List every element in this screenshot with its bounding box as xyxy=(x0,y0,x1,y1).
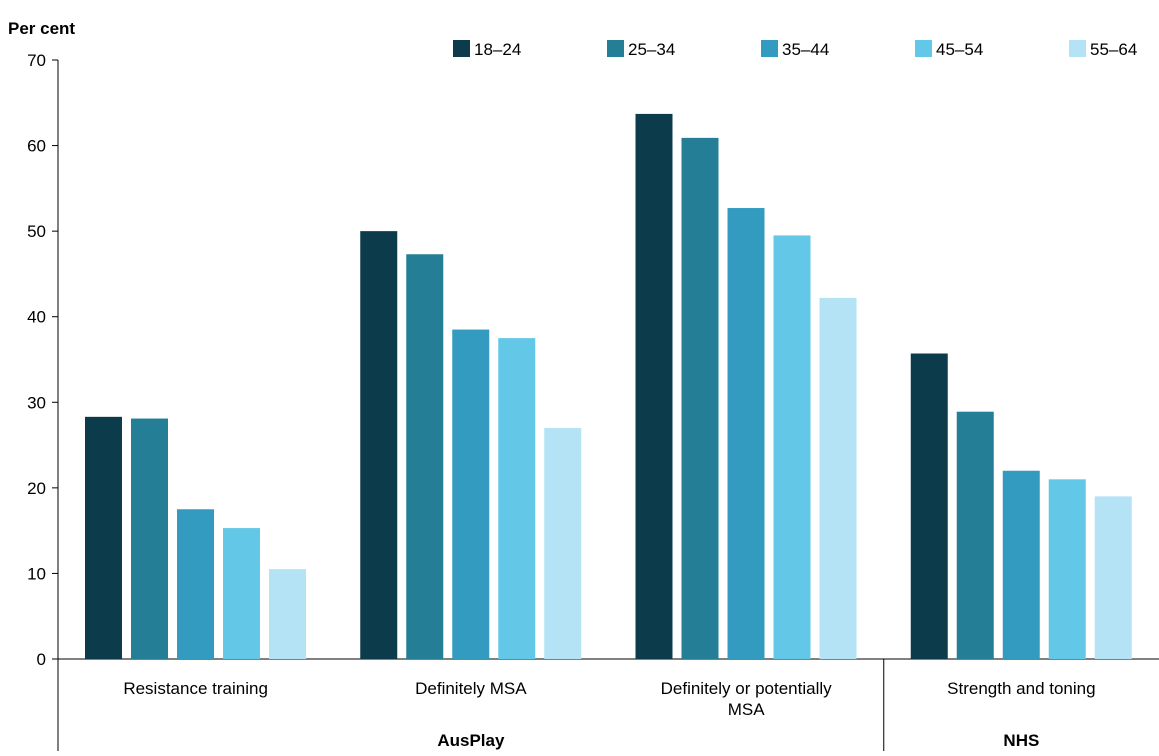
bar xyxy=(223,528,260,659)
y-tick-label: 20 xyxy=(27,479,46,498)
y-tick-label: 30 xyxy=(27,393,46,412)
category-label: Resistance training xyxy=(123,679,268,698)
bar xyxy=(1002,470,1040,659)
legend-label: 55–64 xyxy=(1090,40,1137,59)
bar xyxy=(727,208,765,659)
y-tick-label: 40 xyxy=(27,308,46,327)
bar xyxy=(681,137,719,659)
category-label: Definitely or potentially xyxy=(661,679,833,698)
category-label: Strength and toning xyxy=(947,679,1095,698)
y-tick-label: 50 xyxy=(27,222,46,241)
y-tick-label: 70 xyxy=(27,51,46,70)
legend-swatch xyxy=(607,40,624,57)
bar xyxy=(360,231,398,659)
legend-label: 35–44 xyxy=(782,40,829,59)
legend-swatch xyxy=(453,40,470,57)
bar xyxy=(956,411,994,659)
bar xyxy=(819,297,857,659)
y-tick-label: 10 xyxy=(27,564,46,583)
bar xyxy=(1094,496,1132,659)
y-tick-label: 0 xyxy=(37,650,46,669)
bar xyxy=(498,338,536,659)
bar xyxy=(544,427,582,659)
category-label: MSA xyxy=(728,700,766,719)
bar xyxy=(773,235,811,659)
bar xyxy=(635,113,673,659)
bar xyxy=(131,418,168,659)
bar xyxy=(177,509,214,659)
legend-label: 45–54 xyxy=(936,40,983,59)
legend-label: 18–24 xyxy=(474,40,521,59)
legend-label: 25–34 xyxy=(628,40,675,59)
legend-swatch xyxy=(915,40,932,57)
bar xyxy=(910,353,948,659)
bar xyxy=(1048,479,1086,659)
bar xyxy=(85,416,122,659)
bar xyxy=(406,254,444,660)
group-label: AusPlay xyxy=(437,731,505,750)
legend-swatch xyxy=(1069,40,1086,57)
category-label: Definitely MSA xyxy=(415,679,527,698)
group-label: NHS xyxy=(1003,731,1039,750)
bar xyxy=(452,329,490,659)
y-axis-title: Per cent xyxy=(8,19,75,38)
legend-swatch xyxy=(761,40,778,57)
bar xyxy=(269,569,306,659)
y-tick-label: 60 xyxy=(27,137,46,156)
